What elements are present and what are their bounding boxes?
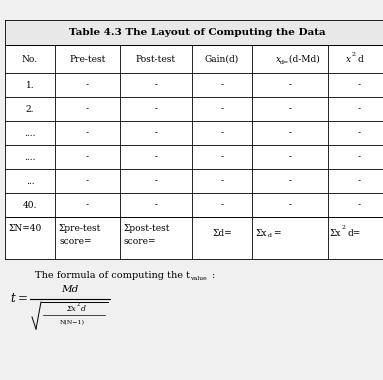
Text: Σx: Σx — [330, 229, 342, 238]
Bar — [5, 20, 383, 45]
Text: -: - — [154, 105, 157, 114]
Text: -: - — [288, 105, 291, 114]
Text: d: d — [268, 233, 272, 238]
Text: -: - — [288, 128, 291, 138]
Text: The formula of computing the t: The formula of computing the t — [35, 271, 190, 280]
Text: score=: score= — [59, 237, 92, 246]
Text: ...: ... — [26, 176, 34, 185]
Text: t: t — [10, 293, 15, 306]
Text: =: = — [273, 229, 280, 238]
Text: Σpost-test: Σpost-test — [124, 224, 170, 233]
Text: score=: score= — [124, 237, 157, 246]
Text: Table 4.3 The Layout of Computing the Data: Table 4.3 The Layout of Computing the Da… — [69, 28, 326, 37]
Text: N(N−1): N(N−1) — [60, 320, 85, 326]
Text: -: - — [221, 152, 224, 161]
Text: -: - — [288, 176, 291, 185]
Text: 2: 2 — [352, 52, 356, 57]
Text: -: - — [357, 105, 360, 114]
Text: 40.: 40. — [23, 201, 37, 209]
Text: No.: No. — [22, 54, 38, 63]
Text: x: x — [276, 54, 281, 63]
Text: -: - — [357, 152, 360, 161]
Text: Σd=: Σd= — [212, 229, 232, 238]
Text: -: - — [357, 176, 360, 185]
Text: -: - — [288, 201, 291, 209]
Bar — [5, 45, 383, 259]
Text: 2: 2 — [77, 302, 80, 307]
Text: x: x — [346, 54, 351, 63]
Text: -: - — [221, 201, 224, 209]
Text: -: - — [221, 81, 224, 90]
Text: -: - — [154, 81, 157, 90]
Text: Σpre-test: Σpre-test — [59, 224, 101, 233]
Text: -: - — [357, 81, 360, 90]
Text: -: - — [221, 128, 224, 138]
Text: d=: d= — [347, 229, 360, 238]
Text: 2: 2 — [342, 225, 346, 230]
Text: -: - — [357, 201, 360, 209]
Text: Σx: Σx — [256, 229, 267, 238]
Text: Post-test: Post-test — [136, 54, 176, 63]
Text: (d-Md): (d-Md) — [286, 54, 320, 63]
Text: -: - — [154, 128, 157, 138]
Text: -: - — [86, 152, 89, 161]
Text: 1.: 1. — [26, 81, 34, 90]
Text: Pre-test: Pre-test — [69, 54, 106, 63]
Text: :: : — [212, 271, 215, 280]
Text: =: = — [18, 293, 28, 306]
Text: Σx: Σx — [67, 305, 76, 313]
Text: value: value — [190, 276, 207, 281]
Text: -: - — [154, 152, 157, 161]
Text: Md: Md — [61, 285, 79, 293]
Text: ΣN=40: ΣN=40 — [9, 224, 42, 233]
Text: -: - — [357, 128, 360, 138]
Text: -: - — [288, 81, 291, 90]
Text: d: d — [80, 305, 85, 313]
Text: ....: .... — [24, 152, 36, 161]
Text: -: - — [288, 152, 291, 161]
Text: -: - — [221, 105, 224, 114]
Text: Gain(d): Gain(d) — [205, 54, 239, 63]
Text: 2.: 2. — [26, 105, 34, 114]
Text: -: - — [86, 81, 89, 90]
Text: -: - — [154, 176, 157, 185]
Text: -: - — [86, 128, 89, 138]
Text: d=: d= — [280, 60, 289, 65]
Text: -: - — [86, 105, 89, 114]
Text: -: - — [86, 176, 89, 185]
Text: ....: .... — [24, 128, 36, 138]
Text: -: - — [154, 201, 157, 209]
Text: -: - — [86, 201, 89, 209]
Text: -: - — [221, 176, 224, 185]
Text: d: d — [358, 54, 364, 63]
